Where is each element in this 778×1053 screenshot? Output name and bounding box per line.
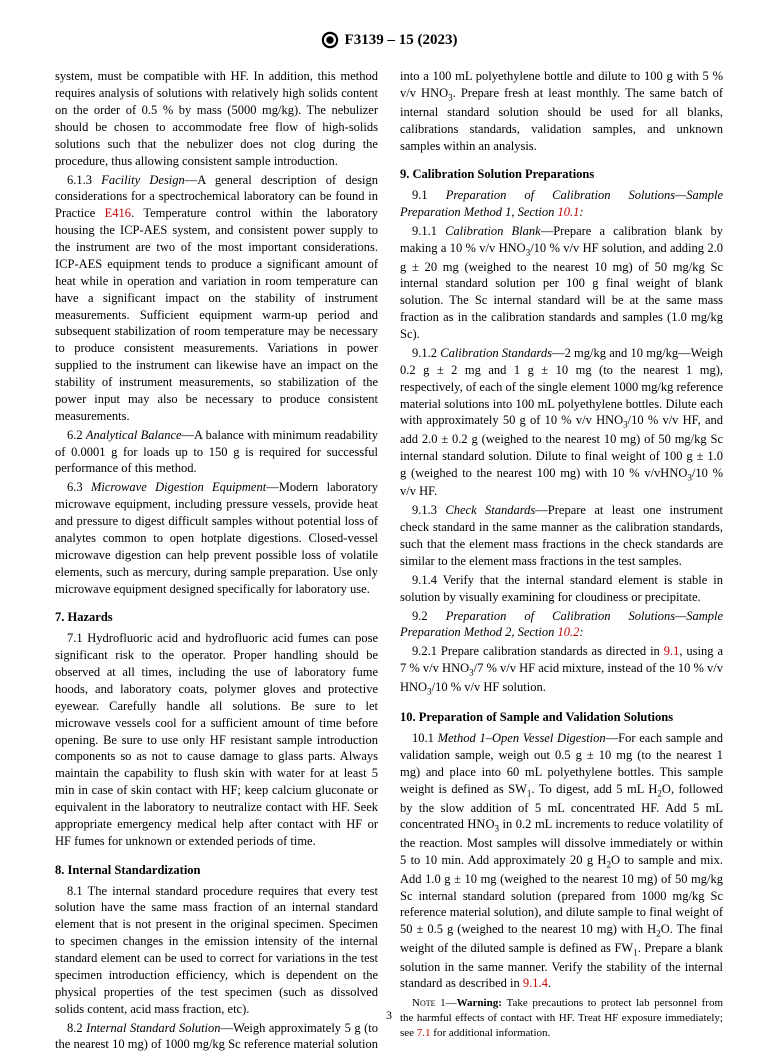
link-7-1[interactable]: 7.1 (417, 1027, 431, 1039)
section-9-head: 9. Calibration Solution Preparations (400, 166, 723, 183)
para-6-1-2-cont: system, must be compatible with HF. In a… (55, 68, 378, 169)
section-8-head: 8. Internal Standardization (55, 862, 378, 879)
para-9-1-2: 9.1.2 Calibration Standards—2 mg/kg and … (400, 345, 723, 500)
astm-logo-icon (321, 31, 339, 49)
link-9-1[interactable]: 9.1 (664, 644, 680, 658)
para-9-1-4: 9.1.4 Verify that the internal standard … (400, 572, 723, 606)
para-9-1-3: 9.1.3 Check Standards—Prepare at least o… (400, 502, 723, 570)
para-6-3: 6.3 Microwave Digestion Equipment—Modern… (55, 479, 378, 597)
para-10-1: 10.1 Method 1–Open Vessel Digestion—For … (400, 730, 723, 992)
link-9-1-4[interactable]: 9.1.4 (523, 976, 548, 990)
section-7-head: 7. Hazards (55, 609, 378, 626)
link-10-1[interactable]: 10.1 (558, 205, 580, 219)
para-6-1-3: 6.1.3 Facility Design—A general descript… (55, 172, 378, 425)
para-7-1: 7.1 Hydrofluoric acid and hydrofluoric a… (55, 630, 378, 849)
body-columns: system, must be compatible with HF. In a… (55, 68, 723, 1053)
page-header: F3139 – 15 (2023) (55, 30, 723, 50)
page-number: 3 (0, 1007, 778, 1023)
para-8-1: 8.1 The internal standard procedure requ… (55, 883, 378, 1018)
para-9-1: 9.1 Preparation of Calibration Solutions… (400, 187, 723, 221)
para-9-2-1: 9.2.1 Prepare calibration standards as d… (400, 643, 723, 697)
para-9-2: 9.2 Preparation of Calibration Solutions… (400, 608, 723, 642)
link-e416[interactable]: E416 (105, 206, 131, 220)
para-9-1-1: 9.1.1 Calibration Blank—Prepare a calibr… (400, 223, 723, 343)
para-6-2: 6.2 Analytical Balance—A balance with mi… (55, 427, 378, 478)
section-10-head: 10. Preparation of Sample and Validation… (400, 709, 723, 726)
designation: F3139 – 15 (2023) (345, 30, 458, 50)
link-10-2[interactable]: 10.2 (558, 625, 580, 639)
